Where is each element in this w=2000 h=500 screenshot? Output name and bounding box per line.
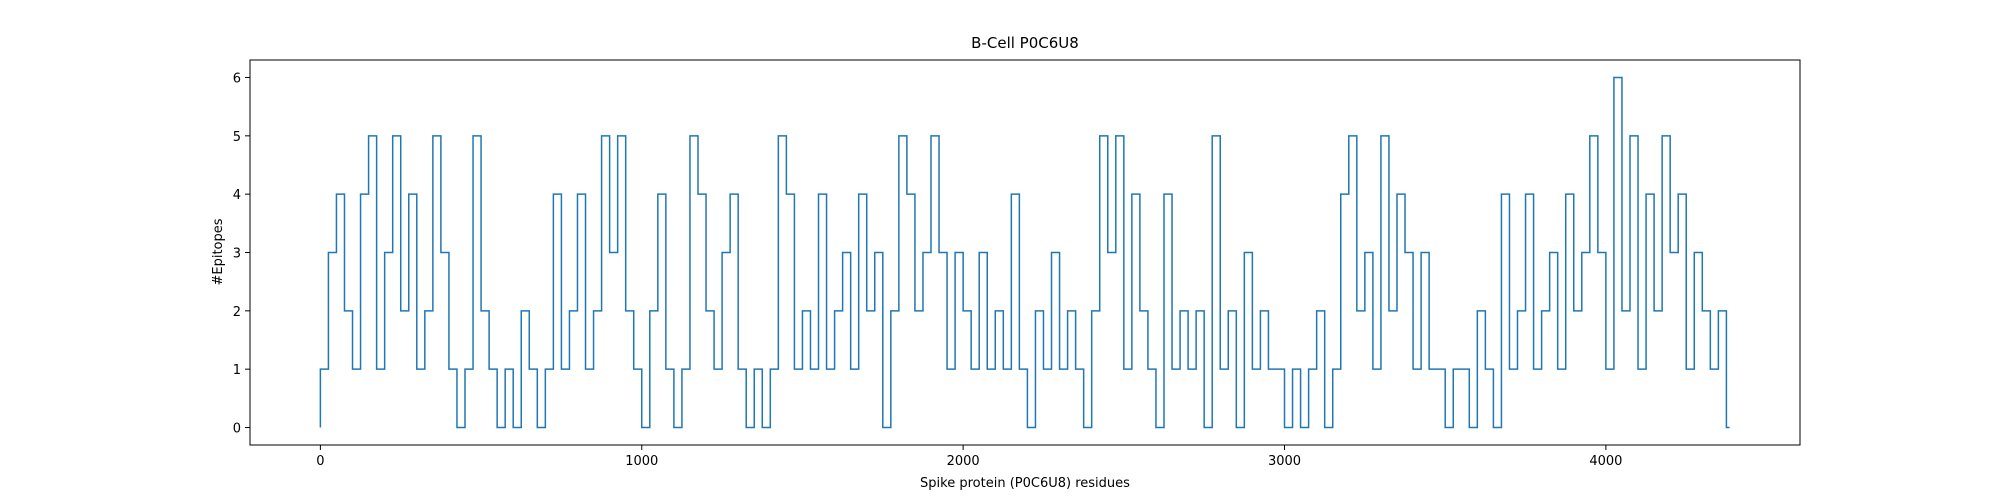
x-axis-label: Spike protein (P0C6U8) residues: [920, 476, 1130, 491]
y-tick-label: 4: [233, 188, 241, 203]
y-tick-label: 2: [233, 305, 241, 320]
y-axis-label: #Epitopes: [211, 218, 226, 285]
chart-title: B-Cell P0C6U8: [971, 34, 1079, 52]
y-tick-label: 1: [233, 363, 241, 378]
x-tick-label: 2000: [947, 454, 980, 469]
x-tick-label: 4000: [1589, 454, 1622, 469]
y-tick-label: 0: [233, 422, 241, 437]
y-tick-label: 6: [233, 72, 241, 87]
x-tick-label: 0: [316, 454, 324, 469]
y-tick-label: 5: [233, 130, 241, 145]
x-tick-label: 1000: [625, 454, 658, 469]
y-tick-label: 3: [233, 247, 241, 262]
data-line: [319, 76, 1730, 429]
x-tick-label: 3000: [1268, 454, 1301, 469]
axes-frame: [249, 59, 1801, 446]
